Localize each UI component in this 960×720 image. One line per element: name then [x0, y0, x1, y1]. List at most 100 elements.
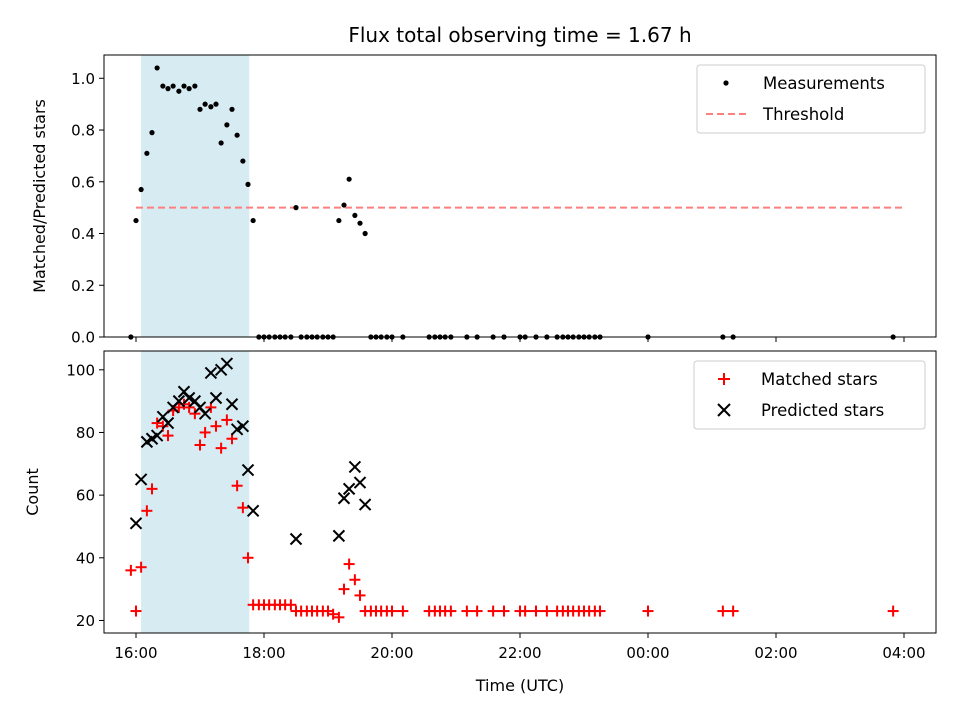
matched-star-point [194, 439, 206, 451]
measurement-point [197, 106, 203, 112]
matched-star-point [349, 574, 361, 586]
bottom-panel-marks [125, 357, 899, 623]
matched-star-point [141, 505, 153, 517]
predicted-star-point [342, 482, 356, 496]
predicted-star-point [198, 407, 212, 420]
measurement-point [240, 158, 246, 164]
matched-star-point [210, 420, 222, 432]
measurement-point [186, 86, 192, 92]
measurement-point [170, 83, 176, 89]
bottom-y-tick-label: 40 [76, 549, 95, 567]
bottom-panel-ylabel: Count [23, 468, 42, 516]
matched-star-point [157, 420, 169, 432]
measurement-point [336, 217, 342, 224]
matched-star-point [285, 599, 297, 611]
predicted-star-point [129, 517, 143, 530]
top-legend-frame [696, 64, 926, 134]
measurement-point [176, 88, 182, 94]
predicted-star-point [241, 463, 255, 477]
measurement-point [341, 202, 347, 208]
matched-star-point [445, 605, 457, 617]
top-panel-marks [128, 65, 904, 340]
bottom-legend-predicted-label: Predicted stars [761, 401, 884, 420]
top-y-tick-label: 0.8 [71, 122, 95, 140]
measurement-point [202, 101, 208, 107]
predicted-star-point [353, 476, 367, 489]
matched-star-point [231, 480, 243, 492]
matched-star-point [183, 401, 195, 413]
predicted-star-point [220, 357, 234, 370]
matched-star-point [327, 608, 339, 620]
bottom-panel-window [141, 351, 250, 633]
measurement-point [250, 217, 256, 224]
x-tick-label: 02:00 [754, 644, 797, 662]
matched-star-point [146, 483, 158, 495]
bottom-panel: 20 40 60 80 100 16:00 18:00 20:00 22:00 00:00 02:… [23, 350, 937, 695]
x-tick-label: 18:00 [242, 644, 285, 662]
matched-star-point [135, 561, 147, 573]
predicted-star-point [348, 460, 362, 474]
matched-star-point [215, 442, 227, 454]
matched-star-point [354, 589, 366, 601]
x-tick-label: 04:00 [882, 644, 925, 662]
measurement-point [160, 83, 166, 89]
bottom-legend-matched-marker [718, 373, 730, 385]
predicted-star-point [358, 498, 372, 511]
top-panel-window [141, 55, 250, 337]
bottom-y-tick-label: 20 [76, 612, 95, 630]
matched-star-point [717, 605, 729, 617]
top-y-tick-label: 0.0 [71, 329, 95, 347]
matched-star-point [498, 605, 510, 617]
measurement-point [192, 83, 198, 89]
top-panel-y-ticks: 0.0 0.2 0.4 0.6 0.8 1.0 [71, 70, 104, 347]
top-panel-x-ticks [135, 337, 905, 342]
matched-star-point [343, 558, 355, 570]
predicted-star-point [161, 416, 175, 430]
top-legend-threshold-label: Threshold [762, 105, 844, 124]
matched-star-point [887, 605, 899, 617]
matched-star-point [471, 605, 483, 617]
top-y-tick-label: 1.0 [71, 70, 95, 88]
x-tick-label: 16:00 [114, 644, 157, 662]
x-tick-label: 20:00 [370, 644, 413, 662]
predicted-star-point [150, 429, 164, 442]
top-legend: Measurements Threshold [696, 64, 926, 134]
measurement-point [165, 86, 171, 92]
bottom-legend-predicted-marker [717, 403, 731, 417]
predicted-star-point [134, 473, 148, 486]
predicted-star-point [182, 391, 196, 405]
matched-star-point [130, 605, 142, 617]
measurement-point [213, 101, 219, 107]
bottom-legend: Matched stars Predicted stars [693, 360, 926, 430]
matched-star-point [727, 605, 739, 617]
top-y-tick-label: 0.4 [71, 225, 95, 243]
matched-star-point [530, 605, 542, 617]
matched-star-point [594, 605, 606, 617]
matched-star-point [125, 564, 137, 576]
matched-star-point [333, 611, 345, 623]
matched-star-point [397, 605, 409, 617]
measurement-point [352, 212, 358, 219]
predicted-star-point [332, 529, 346, 543]
measurement-point [357, 220, 363, 226]
measurement-point [224, 122, 230, 128]
measurement-point [218, 140, 224, 146]
top-legend-measurement-marker [723, 80, 729, 86]
measurement-point [181, 83, 187, 89]
bottom-panel-y-ticks: 20 40 60 80 100 [66, 361, 104, 630]
measurement-point [362, 230, 368, 237]
matched-star-point [386, 605, 398, 617]
measurement-point [229, 106, 235, 112]
measurement-point [133, 217, 139, 224]
predicted-star-point [337, 492, 351, 505]
measurement-point [149, 130, 155, 136]
top-panel: 0.0 0.2 0.4 0.6 0.8 1.0 Matched/Predicted sta… [30, 54, 937, 347]
bottom-y-tick-label: 60 [76, 487, 95, 505]
matched-star-point [237, 502, 249, 514]
matched-star-point [242, 552, 254, 564]
measurement-point [293, 205, 299, 211]
top-y-tick-label: 0.6 [71, 173, 95, 191]
bottom-y-tick-label: 100 [66, 361, 95, 379]
matched-star-point [642, 605, 654, 617]
measurement-point [245, 181, 251, 187]
